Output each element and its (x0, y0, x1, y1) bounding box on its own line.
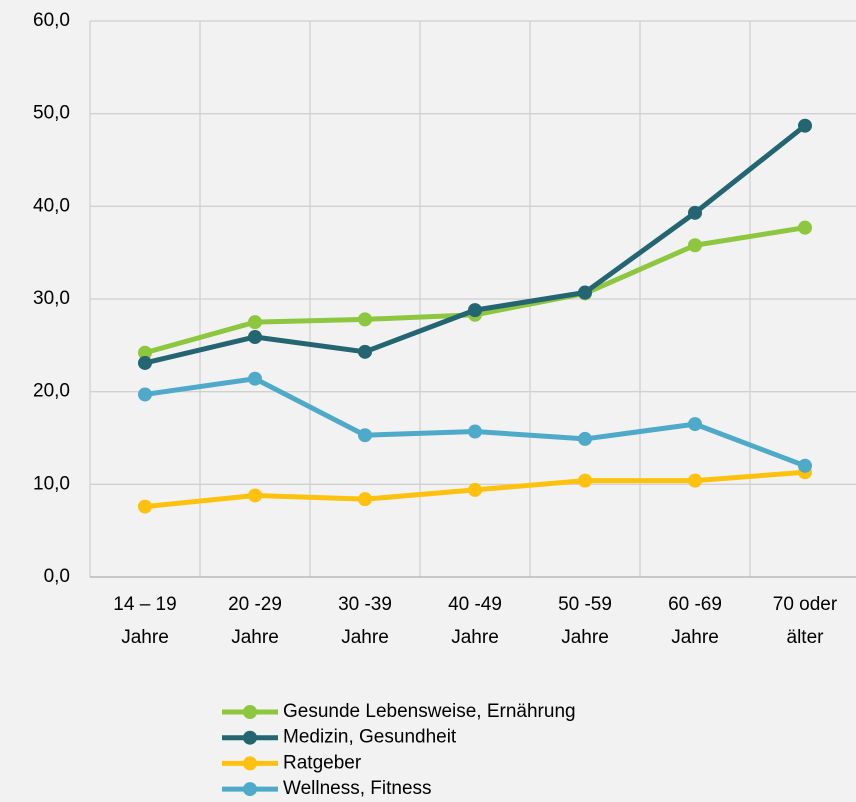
series-marker (798, 118, 812, 133)
series-marker (468, 482, 482, 497)
x-tick-label: Jahre (121, 627, 169, 648)
y-tick-label: 60,0 (33, 10, 70, 31)
series-marker (358, 492, 372, 507)
legend-swatch-marker (243, 782, 257, 797)
series-marker (688, 238, 702, 253)
legend-swatch-marker (243, 730, 257, 745)
series-marker (248, 371, 262, 386)
series-marker (138, 387, 152, 402)
y-tick-label: 30,0 (33, 288, 70, 309)
series-marker (138, 345, 152, 360)
legend-label: Wellness, Fitness (283, 778, 432, 799)
x-tick-label: 40 -49 (448, 594, 502, 615)
legend-swatch-marker (243, 756, 257, 771)
legend-label: Gesunde Lebensweise, Ernährung (283, 701, 576, 722)
series-marker (688, 473, 702, 488)
x-tick-label: 20 -29 (228, 594, 282, 615)
x-tick-label: Jahre (561, 627, 609, 648)
x-tick-label: älter (787, 627, 825, 648)
x-tick-label: 50 -59 (558, 594, 612, 615)
series-marker (468, 303, 482, 318)
series-marker (688, 417, 702, 432)
x-tick-label: Jahre (231, 627, 279, 648)
legend-swatch-marker (243, 705, 257, 719)
series-marker (578, 285, 592, 300)
series-marker (798, 220, 812, 235)
series-marker (248, 329, 262, 344)
x-tick-label: Jahre (341, 627, 389, 648)
series-marker (138, 499, 152, 514)
series-marker (358, 344, 372, 359)
x-tick-label: 70 oder (773, 594, 838, 615)
x-tick-label: Jahre (451, 627, 499, 648)
series-marker (688, 205, 702, 220)
series-marker (468, 424, 482, 439)
x-tick-label: Jahre (671, 627, 719, 648)
y-tick-label: 0,0 (44, 566, 70, 587)
x-tick-label: 14 – 19 (113, 594, 176, 615)
y-tick-label: 20,0 (33, 381, 70, 402)
series-marker (138, 355, 152, 370)
series-marker (578, 473, 592, 488)
legend-label: Ratgeber (283, 752, 362, 773)
series-marker (248, 488, 262, 503)
y-tick-label: 40,0 (33, 195, 70, 216)
series-marker (578, 431, 592, 446)
y-tick-label: 50,0 (33, 103, 70, 124)
y-tick-label: 10,0 (33, 473, 70, 494)
x-tick-label: 30 -39 (338, 594, 392, 615)
series-marker (358, 312, 372, 327)
x-tick-label: 60 -69 (668, 594, 722, 615)
series-marker (358, 428, 372, 443)
series-marker (798, 458, 812, 473)
series-marker (248, 315, 262, 330)
legend-label: Medizin, Gesundheit (283, 727, 457, 748)
